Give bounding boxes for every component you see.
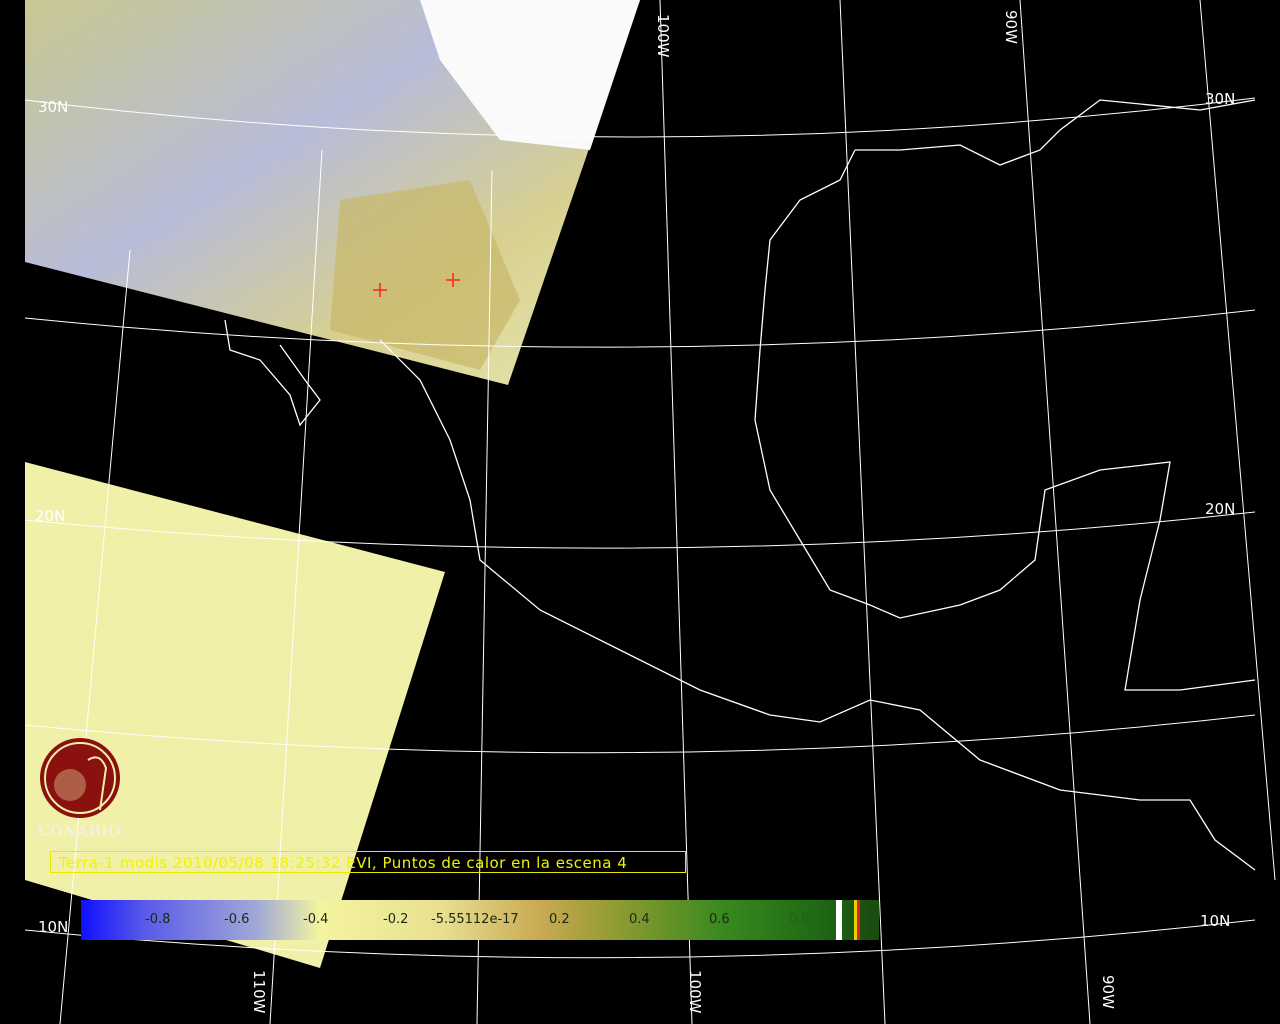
lat-label: 10N <box>38 918 69 936</box>
lon-label: 100W <box>654 14 672 58</box>
meridian <box>659 0 693 1024</box>
lon-label: 90W <box>1002 10 1020 44</box>
hotspot-markers <box>373 273 460 297</box>
lon-label: 90W <box>1099 975 1117 1009</box>
colorbar-tick: 0.8 <box>789 912 810 927</box>
graticule <box>24 0 1276 1024</box>
parallel <box>24 97 1256 138</box>
colorbar-tick: -5.55112e-17 <box>431 912 519 927</box>
meridian <box>1199 0 1276 881</box>
modis-swath-lower <box>25 462 445 968</box>
scene-caption: Terra-1 modis 2010/05/08 18:25:32 EVI, P… <box>50 851 686 873</box>
lat-label: 30N <box>1205 90 1236 108</box>
colorbar-tick: -0.6 <box>224 912 250 927</box>
parallel <box>24 511 1256 549</box>
meridian <box>59 249 131 1024</box>
hotspot-marker <box>373 283 387 297</box>
parallel <box>24 309 1256 348</box>
vegetation-area <box>330 180 520 370</box>
lon-label: 100W <box>686 970 704 1014</box>
hotspot-marker <box>446 273 460 287</box>
meridian <box>269 149 323 1024</box>
parallel <box>24 919 1256 959</box>
colorbar-tick: -0.4 <box>303 912 329 927</box>
coastline <box>224 99 1256 871</box>
colorbar-tick: -0.2 <box>383 912 409 927</box>
parallel <box>24 714 1256 754</box>
evi-colorbar: -0.8 -0.6 -0.4 -0.2 -5.55112e-17 0.2 0.4… <box>81 900 879 940</box>
lat-label: 10N <box>1200 912 1231 930</box>
colorbar-tick: 0.2 <box>549 912 570 927</box>
meridian <box>1019 0 1091 1024</box>
meridian <box>476 169 493 1024</box>
colorbar-tick: 0.6 <box>709 912 730 927</box>
colorbar-tick: -0.8 <box>145 912 171 927</box>
cloud-swatch <box>836 900 842 940</box>
lon-label: 110W <box>250 970 268 1014</box>
lat-label: 20N <box>1205 500 1236 518</box>
hotspot-swatch-red <box>857 900 860 940</box>
lat-label: 20N <box>35 507 66 525</box>
cloud-cover <box>420 0 640 150</box>
lat-label: 30N <box>38 98 69 116</box>
hotspot-swatch-yellow <box>854 900 857 940</box>
colorbar-tick: 0.4 <box>629 912 650 927</box>
conabio-logo <box>40 738 120 818</box>
logo-text: CONABIO <box>38 822 122 840</box>
meridian <box>839 0 886 1024</box>
